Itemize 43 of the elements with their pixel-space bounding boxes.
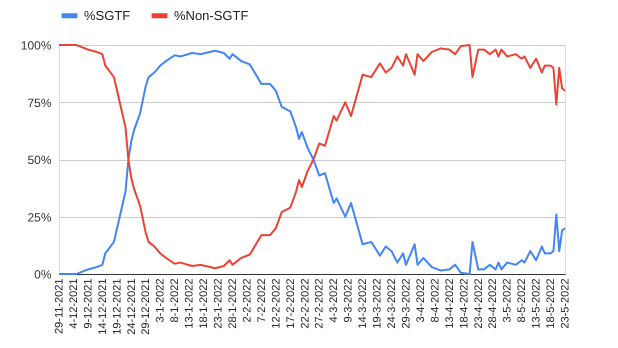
legend-label: %SGTF — [84, 8, 130, 23]
x-tick-label: 13-5-2022 — [530, 278, 543, 329]
x-tick-label: 3-5-2022 — [502, 278, 514, 323]
x-tick-label: 28-4-2022 — [487, 278, 500, 329]
x-tick-label: 18-1-2022 — [198, 278, 210, 329]
x-tick-label: 18-5-2022 — [545, 278, 558, 329]
x-tick-label: 29-11-2021 — [54, 278, 66, 334]
x-tick-label: 29-3-2022 — [400, 278, 412, 329]
x-tick-label: 8-5-2022 — [516, 278, 528, 323]
y-tick-label: 25% — [27, 210, 52, 224]
x-tick-label: 23-1-2022 — [212, 278, 225, 329]
x-tick-label: 24-12-2021 — [126, 278, 138, 335]
x-tick-label: 4-12-2021 — [68, 278, 80, 329]
y-tick-label: 0% — [34, 268, 52, 282]
x-tick-label: 12-2-2022 — [270, 278, 282, 329]
y-tick-label: 75% — [27, 96, 52, 110]
x-tick-label: 7-2-2022 — [256, 278, 268, 323]
x-tick-label: 3-1-2022 — [154, 278, 167, 323]
x-tick-label: 29-12-2021 — [140, 278, 152, 335]
x-tick-label: 13-1-2022 — [184, 278, 196, 329]
legend-label: %Non-SGTF — [174, 8, 248, 23]
y-tick-label: 100% — [20, 38, 52, 52]
y-tick-label: 50% — [27, 153, 52, 167]
x-tick-label: 3-4-2022 — [414, 278, 427, 323]
x-tick-label: 4-3-2022 — [328, 278, 340, 323]
x-tick-label: 23-4-2022 — [472, 278, 485, 329]
x-tick-label: 8-1-2022 — [169, 278, 182, 323]
x-tick-label: 2-2-2022 — [241, 278, 254, 323]
x-tick-label: 19-12-2021 — [111, 278, 124, 335]
x-tick-label: 9-3-2022 — [342, 278, 355, 323]
x-tick-label: 17-2-2022 — [284, 278, 297, 329]
x-tick-label: 14-12-2021 — [96, 278, 109, 335]
x-tick-label: 13-4-2022 — [444, 278, 456, 329]
x-tick-label: 28-1-2022 — [226, 278, 239, 329]
x-tick-label: 19-3-2022 — [372, 278, 384, 329]
x-tick-label: 9-12-2021 — [82, 278, 94, 329]
x-tick-label: 24-3-2022 — [386, 278, 398, 329]
x-tick-label: 18-4-2022 — [458, 278, 470, 329]
x-tick-label: 22-2-2022 — [299, 278, 312, 329]
x-tick-label: 23-5-2022 — [560, 278, 572, 329]
x-tick-label: 14-3-2022 — [357, 278, 370, 329]
x-tick-label: 8-4-2022 — [429, 278, 442, 323]
x-tick-label: 27-2-2022 — [314, 278, 326, 329]
